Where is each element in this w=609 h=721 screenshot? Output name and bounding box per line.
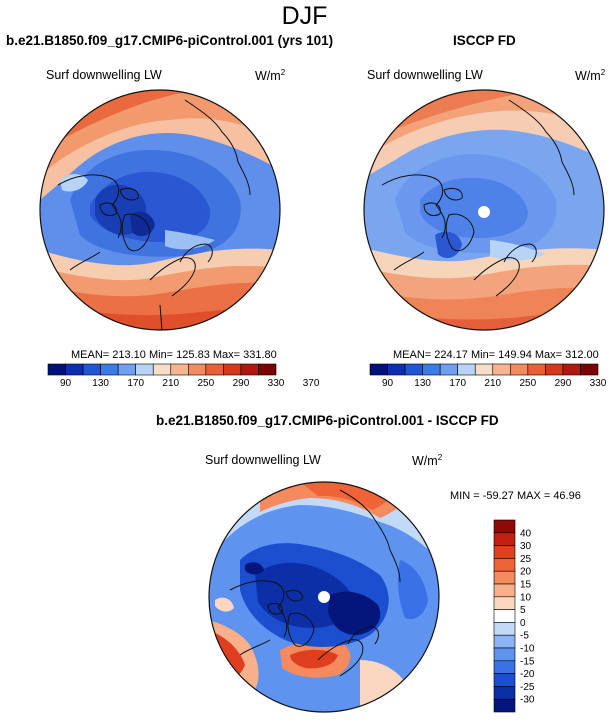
model-colorbar-label: 330 (268, 378, 285, 389)
model-colorbar-swatch (240, 363, 259, 376)
obs-colorbar-swatch (422, 363, 441, 376)
model-colorbar-label: 210 (162, 378, 179, 389)
diff-colorbar-label: 25 (520, 554, 532, 565)
diff-variable-label: Surf downwelling LW (205, 453, 321, 467)
diff-colorbar-swatch (493, 660, 516, 674)
model-colorbar-swatch (170, 363, 189, 376)
model-panel-title: b.e21.B1850.f09_g17.CMIP6-piControl.001 … (6, 33, 334, 48)
model-variable-label: Surf downwelling LW (46, 68, 162, 82)
obs-colorbar-swatch (404, 363, 423, 376)
obs-colorbar-swatch (474, 363, 494, 376)
diff-colorbar-label: 40 (520, 528, 532, 539)
obs-colorbar-swatch (562, 363, 581, 376)
diff-units-label: W/m2 (412, 453, 443, 469)
obs-colorbar-swatch (439, 363, 458, 376)
obs-colorbar-swatch (369, 363, 388, 376)
model-colorbar-swatch (117, 363, 136, 376)
diff-colorbar-swatch (493, 609, 516, 623)
diff-colorbar-swatch (493, 519, 516, 534)
model-colorbar-swatch (135, 363, 154, 376)
model-colorbar-swatch (258, 363, 277, 376)
model-colorbar-label: 250 (198, 378, 215, 389)
model-colorbar-swatch (47, 363, 66, 376)
diff-colorbar-label: 15 (520, 580, 532, 591)
diff-colorbar-swatch (493, 558, 516, 572)
model-map (39, 89, 281, 331)
model-colorbar-label: 290 (233, 378, 250, 389)
diff-colorbar-label: -10 (520, 644, 535, 655)
obs-colorbar-label: 90 (382, 378, 394, 389)
diff-colorbar-swatch (493, 686, 516, 700)
model-colorbar-label: 90 (60, 378, 72, 389)
model-colorbar-label: 370 (303, 378, 320, 389)
obs-variable-label: Surf downwelling LW (367, 68, 483, 82)
diff-colorbar-swatch (493, 596, 516, 610)
obs-colorbar-label: 330 (590, 378, 607, 389)
obs-colorbar-swatch (527, 363, 546, 376)
obs-colorbar-swatch (510, 363, 529, 376)
diff-colorbar-label: 20 (520, 567, 532, 578)
obs-colorbar-label: 290 (555, 378, 572, 389)
obs-colorbar-swatch (387, 363, 406, 376)
diff-panel-title: b.e21.B1850.f09_g17.CMIP6-piControl.001 … (156, 413, 499, 428)
obs-colorbar-label: 210 (484, 378, 501, 389)
diff-colorbar-label: -15 (520, 656, 535, 667)
diff-colorbar-swatch (493, 647, 516, 662)
diff-colorbar-label: -5 (520, 631, 529, 642)
diff-pole-hole (318, 591, 330, 603)
model-colorbar-swatch (100, 363, 119, 376)
diff-colorbar-label: -30 (520, 695, 535, 706)
obs-colorbar-swatch (580, 363, 599, 376)
model-colorbar-swatch (65, 363, 84, 376)
diff-colorbar-label: -25 (520, 682, 535, 693)
model-colorbar-swatch (188, 363, 207, 376)
obs-panel-title: ISCCP FD (453, 33, 516, 48)
diff-stats: MIN = -59.27 MAX = 46.96 (450, 490, 581, 502)
diff-colorbar-label: 30 (520, 541, 532, 552)
obs-colorbar-label: 170 (449, 378, 466, 389)
model-colorbar-swatch (82, 363, 101, 376)
diff-colorbar-swatch (493, 532, 516, 546)
model-units-label: W/m2 (255, 68, 286, 84)
obs-units-label: W/m2 (575, 68, 606, 84)
diff-colorbar-swatch (493, 673, 516, 687)
diff-colorbar-swatch (493, 570, 516, 585)
season-title: DJF (281, 2, 328, 30)
model-colorbar: 90 130 170 210 250 290 330 370 (47, 363, 320, 389)
model-colorbar-label: 130 (92, 378, 109, 389)
obs-colorbar-label: 250 (520, 378, 537, 389)
model-colorbar-swatch (205, 363, 224, 376)
diff-colorbar-swatch (493, 634, 516, 649)
diff-colorbar-label: -20 (520, 669, 535, 680)
obs-colorbar-swatch (492, 363, 511, 376)
obs-colorbar-label: 130 (414, 378, 431, 389)
diff-colorbar-label: 10 (520, 592, 532, 603)
model-colorbar-swatch (152, 363, 172, 376)
diff-colorbar-swatch (493, 698, 516, 713)
diff-map (208, 481, 440, 713)
obs-colorbar-swatch (545, 363, 564, 376)
diff-colorbar-swatch (493, 622, 516, 636)
obs-stats: MEAN= 224.17 Min= 149.94 Max= 312.00 (393, 349, 599, 361)
diff-colorbar-swatch (493, 583, 516, 598)
model-colorbar-swatch (223, 363, 242, 376)
diff-colorbar-label: 0 (520, 618, 526, 629)
model-colorbar-label: 170 (127, 378, 144, 389)
diff-colorbar-label: 5 (520, 605, 526, 616)
obs-map (363, 89, 605, 331)
obs-colorbar-swatch (457, 363, 476, 376)
model-stats: MEAN= 213.10 Min= 125.83 Max= 331.80 (71, 349, 277, 361)
diff-colorbar-swatch (493, 545, 516, 559)
obs-pole-hole (478, 206, 490, 218)
